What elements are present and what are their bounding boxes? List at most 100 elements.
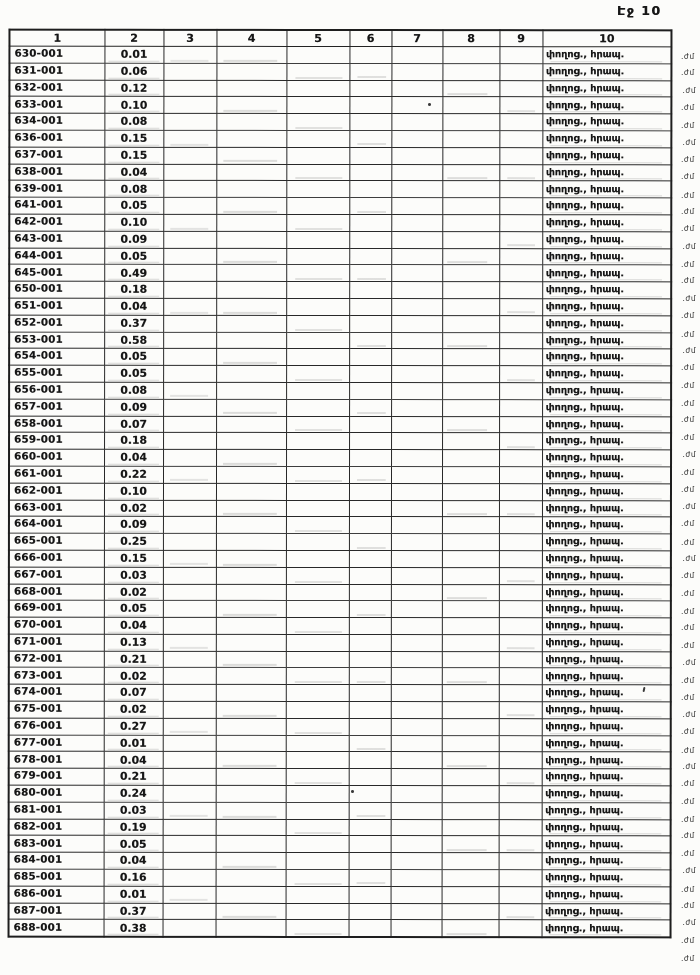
margin-fragment: .ժմ (681, 537, 695, 547)
area-value-cell: 0.16 (103, 869, 163, 887)
parcel-id-cell: 672-001 (8, 650, 104, 668)
empty-cell (390, 752, 442, 769)
empty-cell (285, 499, 349, 517)
usage-cell: փողոց., հրապ. (541, 852, 671, 870)
usage-cell: փողոց., հրապ. (542, 97, 672, 115)
empty-cell (391, 214, 443, 232)
empty-cell (499, 281, 543, 299)
empty-cell (498, 903, 542, 921)
empty-cell (390, 617, 442, 635)
empty-cell (390, 550, 442, 568)
area-value-cell: 0.05 (104, 365, 164, 383)
usage-cell: փողոց., հրապ. (541, 785, 671, 803)
empty-cell (285, 483, 350, 501)
empty-cell (285, 903, 349, 920)
table-row: 630-001 0.01 փողոց., հրապ. (9, 46, 672, 64)
empty-cell (215, 499, 286, 517)
empty-cell (499, 399, 543, 417)
empty-cell (391, 281, 443, 299)
margin-fragment: .ժմ (681, 380, 695, 390)
empty-cell (390, 869, 442, 887)
empty-cell (285, 701, 349, 719)
empty-cell (442, 113, 500, 131)
usage-cell: փողոց., հրապ. (542, 248, 672, 266)
area-value-cell: 0.02 (103, 667, 163, 685)
empty-cell (162, 550, 216, 568)
empty-cell (441, 584, 499, 601)
empty-cell (499, 46, 543, 64)
table-row: 687-001 0.37 փողոց., հրապ. (8, 902, 671, 921)
empty-cell (216, 399, 287, 416)
empty-cell (216, 247, 287, 265)
usage-cell: փողոց., հրապ. (541, 634, 671, 652)
parcel-id-cell: 669-001 (8, 600, 104, 618)
empty-cell (442, 63, 500, 81)
area-value-cell: 0.12 (104, 79, 164, 97)
empty-cell (441, 684, 499, 702)
empty-cell (349, 147, 392, 165)
margin-fragments: .ժմ .ժմ .ժմ .ժմ .ժմ .ժմ .ժմ .ժմ .ժմ .ժմ .ժմ .ժմ .ժմ.… (681, 47, 700, 970)
empty-cell (163, 281, 217, 299)
empty-cell (498, 668, 542, 685)
empty-cell (285, 819, 349, 836)
table-row: 683-001 0.05 փողոց., հրապ. (8, 835, 671, 854)
empty-cell (498, 718, 542, 736)
parcel-id-cell: 644-001 (9, 247, 105, 265)
area-value-cell: 0.49 (104, 264, 164, 282)
usage-cell: փողոց., հրապ. (542, 466, 672, 484)
parcel-id-cell: 682-001 (8, 818, 104, 836)
table-row: 678-001 0.04 փողոց., հրապ. (8, 751, 671, 770)
column-header: 7 (391, 30, 443, 47)
empty-cell (391, 332, 443, 349)
empty-cell (286, 231, 350, 249)
empty-cell (390, 500, 442, 517)
area-value-cell: 0.58 (104, 331, 164, 349)
empty-cell (349, 281, 392, 299)
empty-cell (498, 584, 542, 602)
margin-fragment: .ժմ (681, 727, 695, 737)
empty-cell (163, 113, 217, 131)
empty-cell (349, 130, 392, 148)
empty-cell (499, 298, 543, 316)
empty-cell (442, 180, 500, 198)
empty-cell (216, 79, 287, 97)
empty-cell (391, 449, 443, 467)
area-value-cell: 0.21 (103, 768, 163, 786)
area-value-cell: 0.04 (104, 449, 164, 467)
empty-cell (286, 214, 350, 232)
table-row: 677-001 0.01 փողոց., հրապ. (8, 734, 671, 753)
empty-cell (498, 768, 542, 786)
empty-cell (441, 617, 499, 635)
parcel-id-cell: 686-001 (8, 885, 104, 903)
empty-cell (391, 231, 443, 249)
empty-cell (391, 348, 443, 366)
empty-cell (349, 248, 392, 265)
usage-cell: փողոց., հրապ. (542, 315, 672, 333)
empty-cell (499, 365, 543, 383)
empty-cell (499, 432, 543, 450)
empty-cell (390, 516, 442, 534)
area-value-cell: 0.38 (103, 919, 163, 938)
empty-cell (499, 113, 543, 131)
parcel-id-cell: 671-001 (8, 634, 104, 651)
parcel-id-cell: 680-001 (8, 785, 104, 803)
empty-cell (285, 835, 349, 853)
usage-cell: փողոց., հրապ. (542, 181, 672, 199)
area-value-cell: 0.08 (104, 382, 164, 400)
empty-cell (216, 113, 287, 131)
table-row: 638-001 0.04 փողոց., հրապ. (9, 163, 672, 182)
empty-cell (216, 197, 287, 215)
table-row: 664-001 0.09 փողոց., հրապ. (8, 516, 671, 534)
usage-cell: փողոց., հրապ. (541, 517, 671, 534)
empty-cell (349, 449, 392, 467)
usage-cell: փողոց., հրապ. (542, 214, 672, 232)
empty-cell (348, 785, 391, 803)
empty-cell (215, 903, 286, 920)
parcel-id-cell: 684-001 (8, 852, 104, 870)
empty-cell (499, 147, 543, 165)
empty-cell (390, 819, 442, 837)
table-header: 1 2 3 4 5 6 7 8 9 10 (9, 29, 672, 47)
empty-cell (215, 802, 286, 820)
table-row: 662-001 0.10 փողոց., հրապ. (8, 482, 672, 501)
empty-cell (442, 382, 500, 400)
